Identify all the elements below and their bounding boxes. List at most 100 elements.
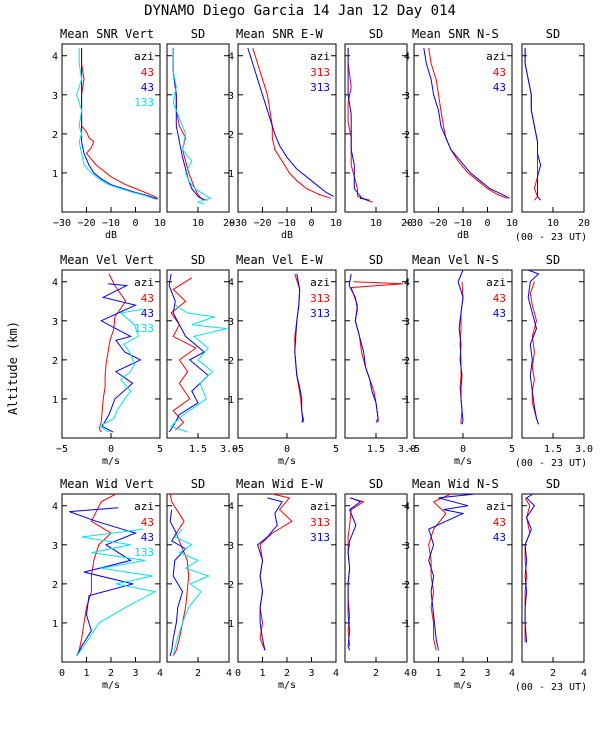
y-axis-label: Altitude (km) bbox=[6, 321, 20, 415]
x-axis-label: dB bbox=[281, 230, 293, 241]
x-tick-label: 0 bbox=[59, 668, 65, 679]
x-tick-label: 10 bbox=[192, 218, 204, 229]
panel-17: SD 2 4 (00 - 23 UT) bbox=[515, 477, 587, 693]
legend-title: azi bbox=[486, 50, 506, 63]
panel-1: SD 10 20 bbox=[166, 27, 235, 229]
panel-title: SD bbox=[546, 477, 560, 491]
x-tick-label: 5 bbox=[509, 444, 515, 455]
x-tick-label: 1 bbox=[435, 668, 441, 679]
series-line-blue bbox=[428, 493, 476, 651]
x-tick-label: −30 bbox=[229, 218, 247, 229]
panel-5: SD 10 20 (00 - 23 UT) bbox=[515, 27, 590, 243]
panel-title: SD bbox=[191, 27, 205, 41]
series-line-red bbox=[169, 493, 190, 657]
legend-entry: 43 bbox=[493, 81, 506, 94]
series-line-blue bbox=[348, 273, 379, 423]
legend-entry: 43 bbox=[493, 516, 506, 529]
x-axis-label: dB bbox=[457, 230, 469, 241]
series-line-blue bbox=[69, 507, 138, 657]
panel-frame bbox=[166, 269, 230, 439]
x-axis-label: m/s bbox=[102, 456, 120, 467]
series-line-blue bbox=[172, 47, 205, 201]
x-tick-label: 2 bbox=[373, 668, 379, 679]
panel-frame bbox=[521, 43, 585, 213]
series-line-red bbox=[252, 47, 332, 199]
series-line-blue bbox=[294, 273, 304, 423]
legend-entry: 313 bbox=[310, 516, 330, 529]
legend-entry: 43 bbox=[141, 292, 154, 305]
y-tick-label: 1 bbox=[404, 169, 410, 180]
series-line-red bbox=[350, 281, 403, 423]
x-tick-label: 2 bbox=[195, 668, 201, 679]
y-tick-label: 4 bbox=[228, 278, 234, 289]
panel-9: SD 1.5 3.0 bbox=[344, 253, 416, 455]
x-tick-label: 10 bbox=[547, 218, 559, 229]
panel-title: Mean Wid Vert bbox=[60, 477, 154, 491]
x-tick-label: −10 bbox=[102, 218, 120, 229]
series-line-blue bbox=[257, 497, 283, 651]
x-tick-label: 4 bbox=[404, 668, 410, 679]
x-tick-label: −5 bbox=[408, 444, 420, 455]
x-tick-label: 2 bbox=[284, 668, 290, 679]
series-line-blue bbox=[247, 47, 334, 197]
time-note: (00 - 23 UT) bbox=[515, 232, 587, 243]
x-tick-label: 5 bbox=[333, 444, 339, 455]
x-tick-label: 2 bbox=[460, 668, 466, 679]
x-tick-label: 0 bbox=[460, 444, 466, 455]
y-tick-label: 3 bbox=[52, 317, 58, 328]
legend-entry: 43 bbox=[141, 516, 154, 529]
panel-6: Mean Vel Vert 1 2 3 4 −5 0 5 m/s azi 43 43 133 bbox=[52, 253, 163, 467]
legend-entry: 43 bbox=[141, 66, 154, 79]
legend-title: azi bbox=[486, 500, 506, 513]
x-tick-label: 10 bbox=[330, 218, 342, 229]
series-line-cyan bbox=[76, 528, 157, 657]
panel-title: Mean Wid N-S bbox=[412, 477, 499, 491]
y-tick-label: 2 bbox=[404, 580, 410, 591]
panel-frame bbox=[521, 493, 585, 663]
y-tick-label: 4 bbox=[404, 278, 410, 289]
x-tick-label: −20 bbox=[253, 218, 271, 229]
panel-title: SD bbox=[191, 477, 205, 491]
y-tick-label: 1 bbox=[52, 619, 58, 630]
panel-8: Mean Vel E-W 1 2 3 4 −5 0 5 m/s azi 313 313 bbox=[228, 253, 339, 467]
panel-10: Mean Vel N-S 1 2 3 4 −5 0 5 m/s azi 43 43 bbox=[404, 253, 515, 467]
x-axis-label: dB bbox=[105, 230, 117, 241]
series-line-cyan bbox=[98, 308, 144, 433]
series-line-blue bbox=[81, 47, 158, 200]
x-tick-label: 3.0 bbox=[398, 444, 416, 455]
y-tick-label: 3 bbox=[228, 541, 234, 552]
y-tick-label: 3 bbox=[52, 91, 58, 102]
legend-title: azi bbox=[134, 500, 154, 513]
panel-2: Mean SNR E-W 1 2 3 4 −30 −20 −10 0 10 dB azi 313 313 bbox=[228, 27, 342, 241]
series-line-red bbox=[347, 497, 365, 647]
legend-entry: 313 bbox=[310, 307, 330, 320]
legend-title: azi bbox=[134, 50, 154, 63]
x-tick-label: 10 bbox=[154, 218, 166, 229]
x-tick-label: −20 bbox=[77, 218, 95, 229]
series-line-blue bbox=[100, 283, 142, 433]
legend-title: azi bbox=[134, 276, 154, 289]
y-tick-label: 2 bbox=[52, 580, 58, 591]
y-tick-label: 3 bbox=[404, 541, 410, 552]
x-tick-label: 4 bbox=[509, 668, 515, 679]
x-tick-label: 4 bbox=[226, 668, 232, 679]
legend-entry: 43 bbox=[141, 531, 154, 544]
x-axis-label: m/s bbox=[278, 680, 296, 691]
legend-entry: 313 bbox=[310, 66, 330, 79]
y-tick-label: 1 bbox=[404, 619, 410, 630]
series-line-red bbox=[529, 281, 539, 425]
x-tick-label: 20 bbox=[578, 218, 590, 229]
y-tick-label: 2 bbox=[404, 130, 410, 141]
y-tick-label: 3 bbox=[52, 541, 58, 552]
panel-title: Mean SNR N-S bbox=[412, 27, 499, 41]
x-tick-label: 4 bbox=[157, 668, 163, 679]
x-tick-label: 2 bbox=[108, 668, 114, 679]
series-line-red bbox=[347, 47, 374, 203]
y-tick-label: 2 bbox=[52, 356, 58, 367]
x-tick-label: −10 bbox=[454, 218, 472, 229]
panel-title: Mean Vel Vert bbox=[60, 253, 154, 267]
panel-title: SD bbox=[369, 27, 383, 41]
